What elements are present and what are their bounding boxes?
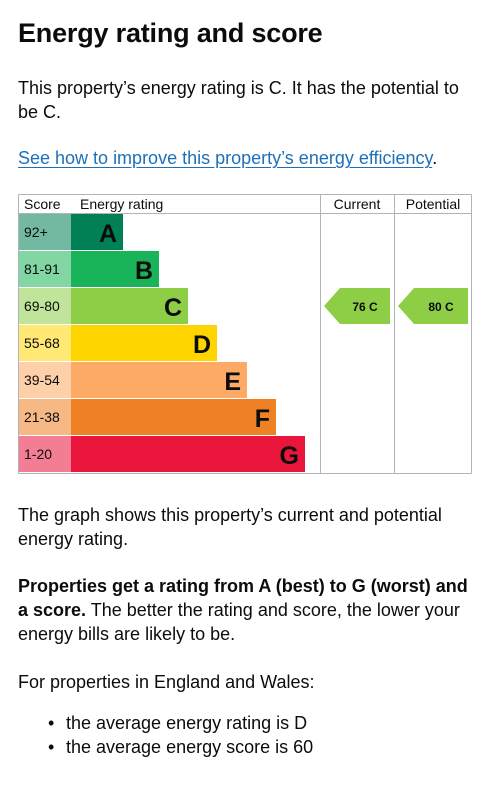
chart-arrows: 76 C 80 C xyxy=(324,288,468,324)
score-range-f: 21-38 xyxy=(24,409,60,425)
rating-letter-c: C xyxy=(164,294,182,322)
energy-rating-chart: 92+ A81-91 B69-80 C55-68 D39-54 E21-38 F1-20 G … xyxy=(18,194,472,474)
chart-headers: Score Energy rating Current Potential xyxy=(24,196,460,212)
score-cell-b xyxy=(19,251,71,287)
ratings-explanation-bold: Properties get a rating from A (best) to… xyxy=(18,576,468,620)
rating-letter-a: A xyxy=(99,220,117,248)
chart-grid xyxy=(18,194,472,474)
score-cell-d xyxy=(19,325,71,361)
improve-energy-efficiency-link[interactable]: See how to improve this property’s energ… xyxy=(18,148,433,168)
improve-link-suffix: . xyxy=(432,148,438,168)
header-current: Current xyxy=(334,196,381,212)
current-rating-label: 76 C xyxy=(352,300,378,314)
energy-rating-intro: This property’s energy rating is C. It h… xyxy=(18,78,459,122)
rating-bar-e xyxy=(71,362,247,398)
rating-bar-a xyxy=(71,214,123,250)
potential-rating-arrow xyxy=(398,288,468,324)
graph-description: The graph shows this property’s current … xyxy=(18,505,442,549)
rating-bar-d xyxy=(71,325,217,361)
score-cell-g xyxy=(19,436,71,472)
ratings-explanation-rest: The better the rating and score, the low… xyxy=(18,600,460,644)
rating-letter-e: E xyxy=(224,368,241,396)
rating-letter-d: D xyxy=(193,331,211,359)
page-title: Energy rating and score xyxy=(18,18,323,48)
score-cell-f xyxy=(19,399,71,435)
averages-list: the average energy rating is D the avera… xyxy=(48,711,313,759)
rating-letter-b: B xyxy=(135,257,153,285)
rating-bar-c xyxy=(71,288,188,324)
score-range-a: 92+ xyxy=(24,224,48,240)
score-cell-c xyxy=(19,288,71,324)
ratings-explanation: Properties get a rating from A (best) to… xyxy=(18,574,478,646)
score-cell-e xyxy=(19,362,71,398)
header-score: Score xyxy=(24,196,61,212)
improve-link-paragraph: See how to improve this property’s energ… xyxy=(18,146,478,170)
region-text: For properties in England and Wales: xyxy=(18,672,315,692)
average-score-item: the average energy score is 60 xyxy=(48,735,313,759)
average-rating-item: the average energy rating is D xyxy=(48,711,313,735)
score-range-g: 1-20 xyxy=(24,446,52,462)
score-range-c: 69-80 xyxy=(24,298,60,314)
chart-bands: 92+ A 81-91 B 69-80 C 55-68 D 39-54 E 21-38 F 1-20 G xyxy=(19,214,305,472)
score-range-e: 39-54 xyxy=(24,372,60,388)
potential-rating-label: 80 C xyxy=(428,300,454,314)
rating-bar-g xyxy=(71,436,305,472)
score-range-b: 81-91 xyxy=(24,261,60,277)
rating-bar-f xyxy=(71,399,276,435)
rating-bar-b xyxy=(71,251,159,287)
rating-letter-g: G xyxy=(280,442,299,470)
rating-letter-f: F xyxy=(255,405,270,433)
current-rating-arrow xyxy=(324,288,390,324)
score-range-d: 55-68 xyxy=(24,335,60,351)
header-energy-rating: Energy rating xyxy=(80,196,163,212)
header-potential: Potential xyxy=(406,196,460,212)
score-cell-a xyxy=(19,214,71,250)
